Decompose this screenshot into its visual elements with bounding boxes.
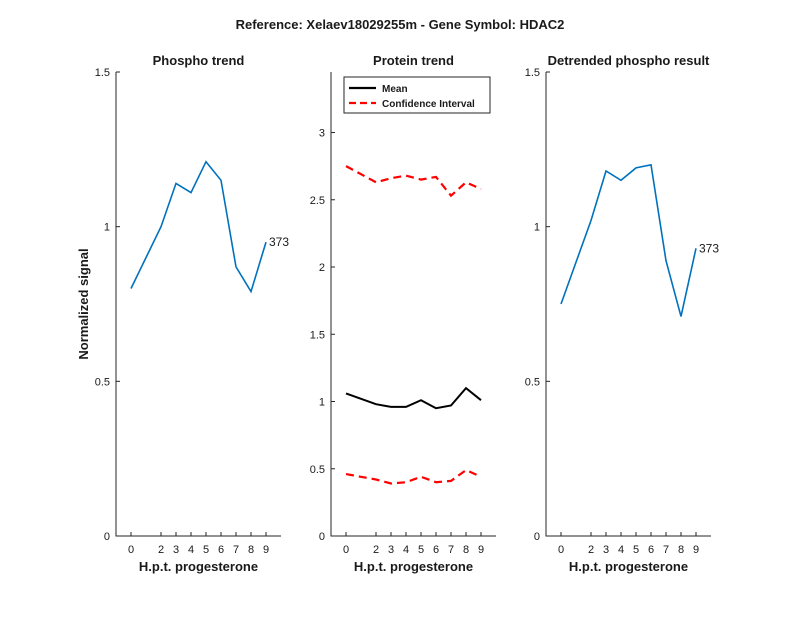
y-tick-label: 2 — [319, 262, 325, 274]
series-line-1 — [345, 386, 482, 410]
x-tick-label: 3 — [173, 544, 179, 556]
point-annotation: 373 — [269, 235, 289, 249]
y-tick-label: 0 — [534, 531, 540, 543]
x-tick-label: 6 — [218, 544, 224, 556]
series-line-3 — [345, 468, 482, 485]
series-line-2 — [345, 165, 482, 198]
figure-title: Reference: Xelaev18029255m - Gene Symbol… — [236, 17, 565, 32]
y-tick-label: 0.5 — [310, 464, 325, 476]
x-tick-label: 2 — [373, 544, 379, 556]
x-tick-label: 8 — [678, 544, 684, 556]
x-tick-label: 7 — [663, 544, 669, 556]
x-axis-label: H.p.t. progesterone — [139, 559, 258, 574]
legend: Mean Confidence Interval — [343, 76, 491, 114]
x-tick-label: 5 — [633, 544, 639, 556]
x-tick-label: 4 — [618, 544, 624, 556]
y-tick-label: 1 — [319, 397, 325, 409]
x-tick-label: 2 — [158, 544, 164, 556]
x-tick-label: 9 — [263, 544, 269, 556]
x-tick-label: 0 — [128, 544, 134, 556]
panel-1: 0 0.5 1 1.5 0 2 3 4 5 6 7 8 9 Phospho trend H.p.t. pro… — [76, 53, 289, 574]
y-tick-label: 0.5 — [95, 376, 110, 388]
x-tick-label: 8 — [248, 544, 254, 556]
y-tick-label: 1.5 — [95, 67, 110, 79]
x-axis-label: H.p.t. progesterone — [354, 559, 473, 574]
x-tick-label: 9 — [693, 544, 699, 556]
y-tick-label: 3 — [319, 128, 325, 140]
x-axis-label: H.p.t. progesterone — [569, 559, 688, 574]
axis-lines — [545, 72, 711, 537]
x-tick-label: 7 — [233, 544, 239, 556]
x-tick-label: 9 — [478, 544, 484, 556]
y-tick-label: 0 — [319, 531, 325, 543]
x-tick-label: 6 — [433, 544, 439, 556]
x-tick-label: 8 — [463, 544, 469, 556]
x-tick-label: 0 — [558, 544, 564, 556]
series-line-1 — [130, 160, 267, 294]
point-annotation: 373 — [699, 241, 719, 255]
y-tick-label: 1 — [534, 222, 540, 234]
y-tick-label: 0.5 — [525, 376, 540, 388]
x-tick-label: 5 — [203, 544, 209, 556]
x-tick-label: 3 — [603, 544, 609, 556]
x-tick-label: 4 — [403, 544, 409, 556]
axis-lines — [330, 72, 496, 537]
x-tick-label: 7 — [448, 544, 454, 556]
x-tick-label: 5 — [418, 544, 424, 556]
x-tick-label: 3 — [388, 544, 394, 556]
panel-title: Detrended phospho result — [548, 53, 710, 68]
legend-box — [343, 76, 491, 114]
legend-label: Mean — [382, 84, 408, 95]
series-line-1 — [560, 163, 697, 317]
y-axis-label: Normalized signal — [76, 248, 91, 359]
y-tick-label: 2.5 — [310, 195, 325, 207]
legend-label: Confidence Interval — [382, 99, 475, 110]
x-tick-label: 0 — [343, 544, 349, 556]
x-tick-label: 4 — [188, 544, 194, 556]
y-tick-label: 0 — [104, 531, 110, 543]
x-tick-label: 2 — [588, 544, 594, 556]
panel-title: Protein trend — [373, 53, 454, 68]
y-tick-label: 1 — [104, 222, 110, 234]
panel-3: 0 0.5 1 1.5 0 2 3 4 5 6 7 8 9 Detrended phospho resul… — [525, 53, 720, 574]
panel-title: Phospho trend — [153, 53, 245, 68]
y-tick-label: 1.5 — [525, 67, 540, 79]
x-tick-label: 6 — [648, 544, 654, 556]
y-tick-label: 1.5 — [310, 329, 325, 341]
axis-lines — [115, 72, 281, 537]
